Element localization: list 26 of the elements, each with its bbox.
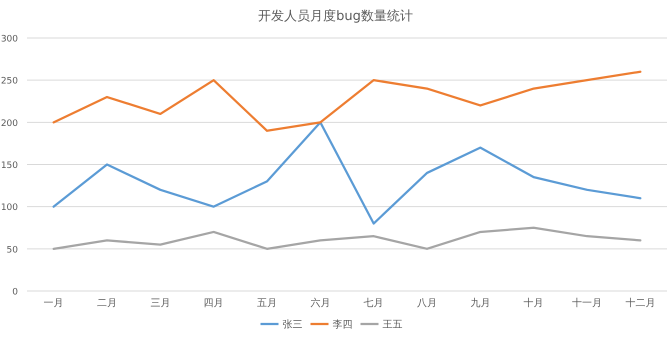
x-tick-label: 十二月 (625, 297, 656, 309)
x-tick-label: 十月 (524, 297, 544, 309)
y-tick-label: 150 (0, 161, 18, 171)
y-tick-label: 200 (0, 118, 18, 129)
x-tick-label: 五月 (257, 298, 277, 309)
x-tick-label: 二月 (97, 298, 117, 309)
legend-label: 李四 (332, 318, 352, 330)
chart-title: 开发人员月度bug数量统计 (258, 8, 413, 24)
x-tick-label: 九月 (470, 297, 490, 309)
y-tick-label: 50 (6, 245, 18, 256)
line-series (52, 70, 642, 132)
x-tick-label: 七月 (364, 297, 384, 309)
y-tick-label: 0 (12, 288, 18, 298)
y-tick-label: 250 (0, 76, 18, 87)
x-tick-label: 十一月 (572, 297, 602, 309)
line-series (52, 226, 642, 250)
x-tick-label: 八月 (417, 298, 437, 309)
x-tick-label: 四月 (204, 298, 224, 309)
x-tick-label: 六月 (310, 297, 330, 309)
x-tick-label: 一月 (44, 298, 64, 309)
x-tick-label: 三月 (150, 298, 170, 309)
line-series (52, 121, 642, 225)
legend-label: 王五 (382, 320, 402, 330)
y-tick-label: 300 (0, 34, 18, 44)
legend-label: 张三 (282, 318, 302, 330)
y-tick-label: 100 (0, 203, 18, 214)
